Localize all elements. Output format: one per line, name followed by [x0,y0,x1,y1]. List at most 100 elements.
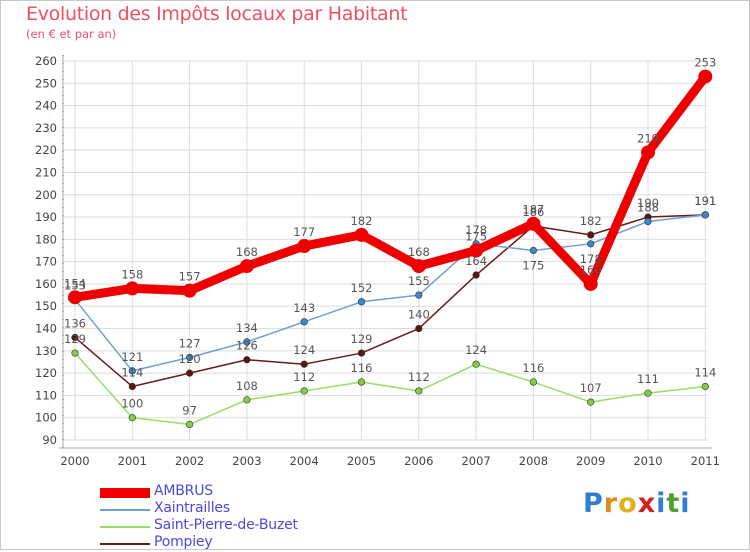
data-point-ambrus [182,283,197,298]
data-label-saint-pierre-de-buzet: 112 [408,370,430,384]
data-label-xaintrailles: 178 [465,223,487,237]
data-point-pompiey [587,231,595,239]
y-tick-label: 160 [35,277,57,291]
data-label-saint-pierre-de-buzet: 100 [121,397,143,411]
data-label-ambrus: 187 [522,203,544,217]
data-label-saint-pierre-de-buzet: 116 [522,361,544,375]
data-point-xaintrailles [644,217,652,226]
data-point-ambrus [354,227,369,242]
y-tick-label: 130 [35,344,57,358]
chart-subtitle: (en € et par an) [26,27,117,41]
data-label-pompiey: 136 [64,316,86,330]
x-tick-label: 2008 [519,454,548,468]
data-point-saint-pierre-de-buzet [472,360,480,368]
data-label-xaintrailles: 143 [293,301,315,315]
data-point-saint-pierre-de-buzet [300,387,308,395]
logo-letter: x [637,488,657,519]
data-point-ambrus [125,281,140,296]
x-tick-label: 2009 [576,454,605,468]
legend-line-saint-pierre-de-buzet [100,526,150,528]
x-tick-label: 2006 [404,454,433,468]
legend-line-ambrus [100,488,150,498]
y-tick-label: 210 [35,165,57,179]
x-tick-label: 2011 [691,454,720,468]
y-tick-label: 100 [35,411,57,425]
data-label-ambrus: 253 [694,56,716,70]
data-point-xaintrailles [243,338,251,346]
data-label-saint-pierre-de-buzet: 129 [64,332,86,346]
y-tick-label: 180 [35,232,57,246]
legend-line-xaintrailles [100,509,150,511]
data-point-saint-pierre-de-buzet [71,349,79,357]
data-label-xaintrailles: 188 [637,201,659,215]
data-point-pompiey [415,324,423,333]
data-label-saint-pierre-de-buzet: 112 [293,370,315,384]
data-label-ambrus: 157 [179,270,201,284]
data-point-pompiey [71,333,79,342]
data-label-pompiey: 140 [408,308,430,322]
y-tick-label: 250 [35,76,57,90]
data-label-ambrus: 154 [64,276,86,290]
data-label-saint-pierre-de-buzet: 116 [351,361,373,375]
data-label-xaintrailles: 178 [580,252,602,266]
x-tick-label: 2004 [290,454,319,468]
legend-label-saint-pierre-de-buzet: Saint-Pierre-de-Buzet [154,517,298,533]
logo-letter: i [656,488,667,519]
y-tick-label: 120 [35,366,57,380]
data-point-xaintrailles [415,291,423,299]
data-point-xaintrailles [587,240,595,248]
data-point-ambrus [297,239,312,254]
legend-item-xaintrailles: Xaintrailles [100,500,360,518]
data-label-xaintrailles: 127 [179,337,201,351]
data-label-pompiey: 182 [580,214,602,228]
y-tick-label: 90 [42,433,57,447]
data-point-ambrus [411,259,426,274]
data-label-xaintrailles: 175 [522,259,544,273]
data-point-ambrus [469,243,484,258]
data-label-pompiey: 126 [236,339,258,353]
data-point-pompiey [300,360,308,368]
logo-letter: r [603,488,619,519]
data-label-xaintrailles: 152 [351,281,373,295]
data-point-pompiey [472,271,480,279]
data-label-pompiey: 191 [694,194,716,208]
data-point-ambrus [641,145,655,160]
data-label-pompiey: 164 [465,254,487,268]
data-label-saint-pierre-de-buzet: 124 [465,343,487,357]
data-point-ambrus [239,259,254,274]
x-tick-label: 2002 [175,454,204,468]
legend-item-ambrus: AMBRUS [100,483,360,501]
data-label-xaintrailles: 155 [408,274,430,288]
data-point-xaintrailles [529,246,538,255]
series-line-ambrus [70,72,710,302]
legend-label-ambrus: AMBRUS [154,483,213,499]
data-point-xaintrailles [128,367,136,375]
data-label-pompiey: 190 [637,196,659,210]
logo-letter: P [583,488,604,519]
data-point-pompiey [128,382,136,391]
data-label-ambrus: 219 [637,131,659,145]
data-label-pompiey: 129 [351,332,373,346]
data-point-saint-pierre-de-buzet [357,378,366,386]
data-label-ambrus: 168 [236,245,258,259]
data-label-saint-pierre-de-buzet: 108 [236,379,258,393]
y-tick-label: 150 [35,299,57,313]
data-point-xaintrailles [186,353,194,362]
data-point-ambrus [583,276,598,291]
logo-letter: t [666,488,681,519]
data-point-saint-pierre-de-buzet [587,398,595,406]
data-point-saint-pierre-de-buzet [529,378,538,386]
data-label-pompiey: 124 [293,343,315,357]
data-label-saint-pierre-de-buzet: 111 [637,372,659,386]
data-label-ambrus: 182 [351,214,373,228]
data-label-saint-pierre-de-buzet: 114 [694,365,716,379]
logo-letter: i [680,488,691,519]
data-point-ambrus [526,216,541,231]
data-label-pompiey: 114 [121,365,143,379]
data-point-pompiey [243,356,251,364]
y-tick-label: 190 [35,210,57,224]
legend-item-pompiey: Pompiey [100,534,360,552]
data-label-xaintrailles: 121 [121,350,143,364]
series-line-saint-pierre-de-buzet [74,352,707,426]
